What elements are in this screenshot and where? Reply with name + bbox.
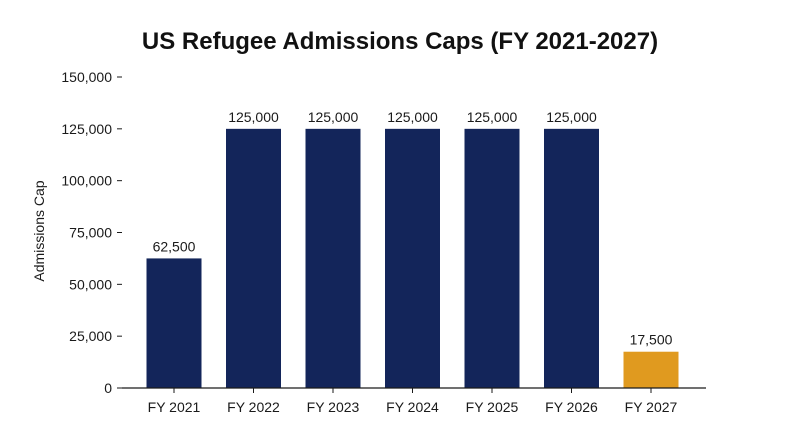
x-tick-label: FY 2022	[227, 399, 280, 415]
bar-value-label: 62,500	[153, 238, 196, 254]
bar[interactable]	[464, 128, 520, 389]
bar[interactable]	[226, 128, 281, 389]
data-labels-group: 62,500 125,000 125,000 125,000 125,000 125,00…	[153, 109, 673, 348]
bar-value-label: 125,000	[308, 109, 359, 125]
bar[interactable]	[305, 128, 361, 389]
y-tick-label: 75,000	[69, 225, 112, 241]
x-tick-label: FY 2021	[148, 399, 201, 415]
x-tick-label: FY 2025	[466, 399, 519, 415]
y-axis-ticks: 0 25,000 50,000 75,000 100,000 125,000 150,000	[61, 69, 122, 396]
bar-value-label: 125,000	[228, 109, 279, 125]
y-axis-label: Admissions Cap	[31, 180, 47, 281]
y-tick-label: 25,000	[69, 328, 112, 344]
y-tick-label: 50,000	[69, 276, 112, 292]
bars-group	[146, 128, 679, 389]
y-tick-label: 125,000	[61, 121, 112, 137]
bar-value-label: 125,000	[546, 109, 597, 125]
bar[interactable]	[623, 351, 679, 388]
x-axis-ticks: FY 2021 FY 2022 FY 2023 FY 2024 FY 2025 FY 20…	[148, 388, 678, 415]
x-tick-label: FY 2027	[625, 399, 678, 415]
y-tick-label: 0	[104, 380, 112, 396]
x-tick-label: FY 2023	[307, 399, 360, 415]
bar[interactable]	[385, 128, 440, 389]
y-tick-label: 150,000	[61, 69, 112, 85]
y-tick-label: 100,000	[61, 173, 112, 189]
bar[interactable]	[146, 258, 202, 388]
bar-value-label: 17,500	[630, 332, 673, 348]
x-tick-label: FY 2024	[386, 399, 439, 415]
bar-value-label: 125,000	[467, 109, 518, 125]
chart-title: US Refugee Admissions Caps (FY 2021-2027…	[141, 28, 659, 55]
x-tick-label: FY 2026	[545, 399, 598, 415]
bar[interactable]	[544, 128, 599, 389]
bar-value-label: 125,000	[387, 109, 438, 125]
